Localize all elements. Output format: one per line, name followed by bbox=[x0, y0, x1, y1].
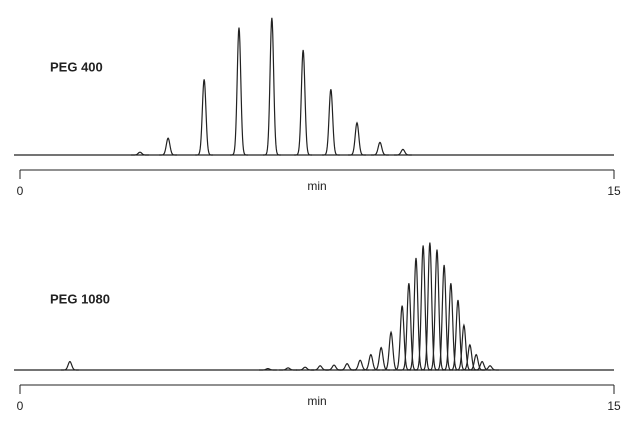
peak bbox=[394, 148, 412, 156]
peak bbox=[230, 27, 248, 156]
x-tick-label: 15 bbox=[607, 399, 621, 413]
peak bbox=[393, 305, 412, 371]
peak bbox=[361, 353, 380, 371]
peak bbox=[60, 360, 79, 371]
peak bbox=[382, 330, 400, 371]
peak bbox=[258, 367, 277, 371]
peak bbox=[325, 364, 343, 371]
peak bbox=[460, 343, 479, 371]
peak bbox=[279, 367, 297, 371]
peak bbox=[371, 141, 389, 156]
peak bbox=[311, 365, 330, 371]
peak bbox=[262, 17, 281, 156]
x-tick-label: 0 bbox=[17, 399, 24, 413]
x-tick-label: 15 bbox=[607, 184, 621, 198]
peak bbox=[348, 121, 366, 156]
peak bbox=[441, 283, 460, 371]
peak bbox=[481, 365, 499, 371]
peak bbox=[473, 360, 492, 371]
peak bbox=[321, 89, 340, 156]
peak bbox=[399, 283, 418, 371]
peak bbox=[372, 346, 391, 371]
peak bbox=[131, 151, 149, 156]
trace-label: PEG 400 bbox=[50, 59, 103, 74]
peak bbox=[159, 137, 178, 156]
peak bbox=[449, 299, 467, 371]
peak bbox=[296, 366, 315, 371]
x-tick-label: 0 bbox=[17, 184, 24, 198]
x-axis-label: min bbox=[307, 179, 326, 193]
trace-label: PEG 1080 bbox=[50, 291, 110, 306]
peak bbox=[338, 363, 357, 371]
peak bbox=[294, 49, 313, 156]
peak bbox=[195, 79, 214, 156]
x-axis-label: min bbox=[307, 394, 326, 408]
